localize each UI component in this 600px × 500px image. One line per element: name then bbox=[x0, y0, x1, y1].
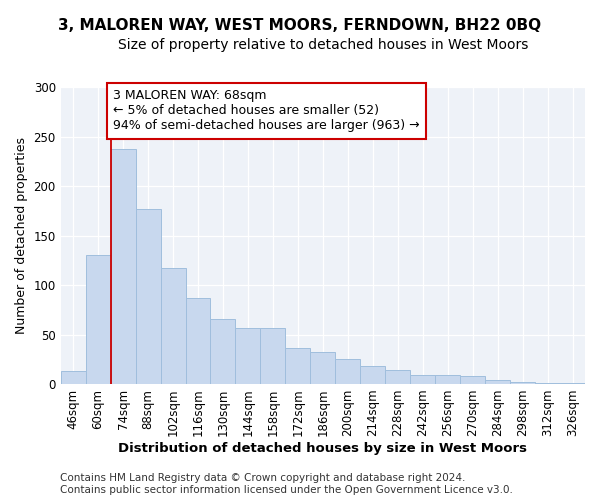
Title: Size of property relative to detached houses in West Moors: Size of property relative to detached ho… bbox=[118, 38, 528, 52]
Bar bbox=[211, 318, 235, 384]
Bar bbox=[385, 370, 410, 384]
Bar bbox=[235, 328, 260, 384]
Bar bbox=[410, 375, 435, 384]
Bar bbox=[535, 383, 560, 384]
Bar bbox=[260, 328, 286, 384]
Bar bbox=[360, 366, 385, 384]
Bar bbox=[136, 209, 161, 384]
Bar bbox=[335, 359, 360, 384]
Bar bbox=[61, 371, 86, 384]
Bar bbox=[86, 256, 110, 384]
Text: 3, MALOREN WAY, WEST MOORS, FERNDOWN, BH22 0BQ: 3, MALOREN WAY, WEST MOORS, FERNDOWN, BH… bbox=[58, 18, 542, 32]
Bar bbox=[510, 382, 535, 384]
Bar bbox=[435, 375, 460, 384]
Bar bbox=[286, 348, 310, 384]
Bar bbox=[110, 148, 136, 384]
Text: 3 MALOREN WAY: 68sqm
← 5% of detached houses are smaller (52)
94% of semi-detach: 3 MALOREN WAY: 68sqm ← 5% of detached ho… bbox=[113, 90, 420, 132]
Bar bbox=[560, 383, 585, 384]
X-axis label: Distribution of detached houses by size in West Moors: Distribution of detached houses by size … bbox=[118, 442, 527, 455]
Text: Contains HM Land Registry data © Crown copyright and database right 2024.
Contai: Contains HM Land Registry data © Crown c… bbox=[60, 474, 513, 495]
Bar bbox=[485, 380, 510, 384]
Bar bbox=[161, 268, 185, 384]
Y-axis label: Number of detached properties: Number of detached properties bbox=[15, 137, 28, 334]
Bar bbox=[310, 352, 335, 384]
Bar bbox=[185, 298, 211, 384]
Bar bbox=[460, 376, 485, 384]
